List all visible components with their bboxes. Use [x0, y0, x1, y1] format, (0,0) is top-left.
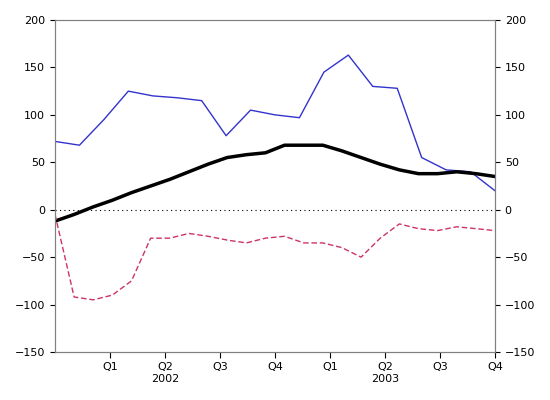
- Text: 2002: 2002: [151, 374, 179, 384]
- Text: 2003: 2003: [371, 374, 399, 384]
